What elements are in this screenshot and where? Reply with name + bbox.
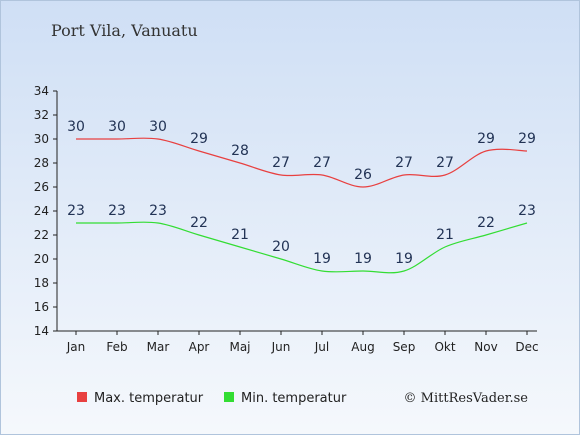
y-tick-label: 16 — [34, 300, 49, 314]
x-tick-label: Dec — [515, 340, 538, 354]
y-tick-label: 24 — [34, 204, 49, 218]
x-tick-label: Jul — [314, 340, 329, 354]
max-temp-data-label: 27 — [395, 155, 413, 171]
y-tick-label: 18 — [34, 276, 49, 290]
max-temp-data-label: 30 — [108, 119, 126, 135]
min-temp-data-label: 23 — [149, 203, 167, 219]
x-tick-label: Apr — [189, 340, 210, 354]
min-temp-data-label: 23 — [518, 203, 536, 219]
x-tick-label: Feb — [106, 340, 127, 354]
min-temp-data-label: 21 — [436, 227, 454, 243]
max-temp-data-label: 28 — [231, 143, 249, 159]
y-tick-label: 32 — [34, 108, 49, 122]
min-temp-data-label: 19 — [313, 251, 331, 267]
x-tick-label: Sep — [393, 340, 416, 354]
max-temp-data-label: 30 — [149, 119, 167, 135]
x-tick-label: Jun — [271, 340, 291, 354]
min-temp-data-label: 22 — [190, 215, 208, 231]
chart-title: Port Vila, Vanuatu — [51, 21, 198, 40]
y-tick-label: 28 — [34, 156, 49, 170]
max-temp-data-label: 27 — [272, 155, 290, 171]
x-tick-label: Nov — [474, 340, 497, 354]
legend-swatch-max — [77, 392, 87, 402]
legend-swatch-min — [224, 392, 234, 402]
x-tick-label: Jan — [66, 340, 86, 354]
y-tick-label: 30 — [34, 132, 49, 146]
max-temp-data-label: 29 — [518, 131, 536, 147]
min-temp-data-label: 20 — [272, 239, 290, 255]
credit-text: © MittResVader.se — [404, 391, 529, 406]
y-tick-label: 22 — [34, 228, 49, 242]
x-tick-label: Maj — [229, 340, 250, 354]
max-temp-data-label: 27 — [313, 155, 331, 171]
y-tick-label: 26 — [34, 180, 49, 194]
legend-label-max: Max. temperatur — [94, 391, 204, 406]
max-temp-line — [76, 137, 528, 188]
min-temp-data-label: 23 — [108, 203, 126, 219]
min-temp-data-label: 22 — [477, 215, 495, 231]
x-tick-label: Okt — [434, 340, 455, 354]
min-temp-data-label: 23 — [67, 203, 85, 219]
max-temp-data-label: 29 — [477, 131, 495, 147]
y-tick-label: 20 — [34, 252, 49, 266]
max-temp-data-label: 29 — [190, 131, 208, 147]
min-temp-data-label: 19 — [354, 251, 372, 267]
min-temp-line — [76, 221, 528, 274]
legend-label-min: Min. temperatur — [241, 391, 347, 406]
x-tick-label: Aug — [351, 340, 374, 354]
y-tick-label: 14 — [34, 324, 49, 338]
max-temp-data-label: 26 — [354, 167, 372, 183]
x-tick-label: Mar — [147, 340, 170, 354]
min-temp-data-label: 21 — [231, 227, 249, 243]
min-temp-data-label: 19 — [395, 251, 413, 267]
max-temp-data-label: 27 — [436, 155, 454, 171]
max-temp-data-label: 30 — [67, 119, 85, 135]
y-tick-label: 34 — [34, 84, 49, 98]
